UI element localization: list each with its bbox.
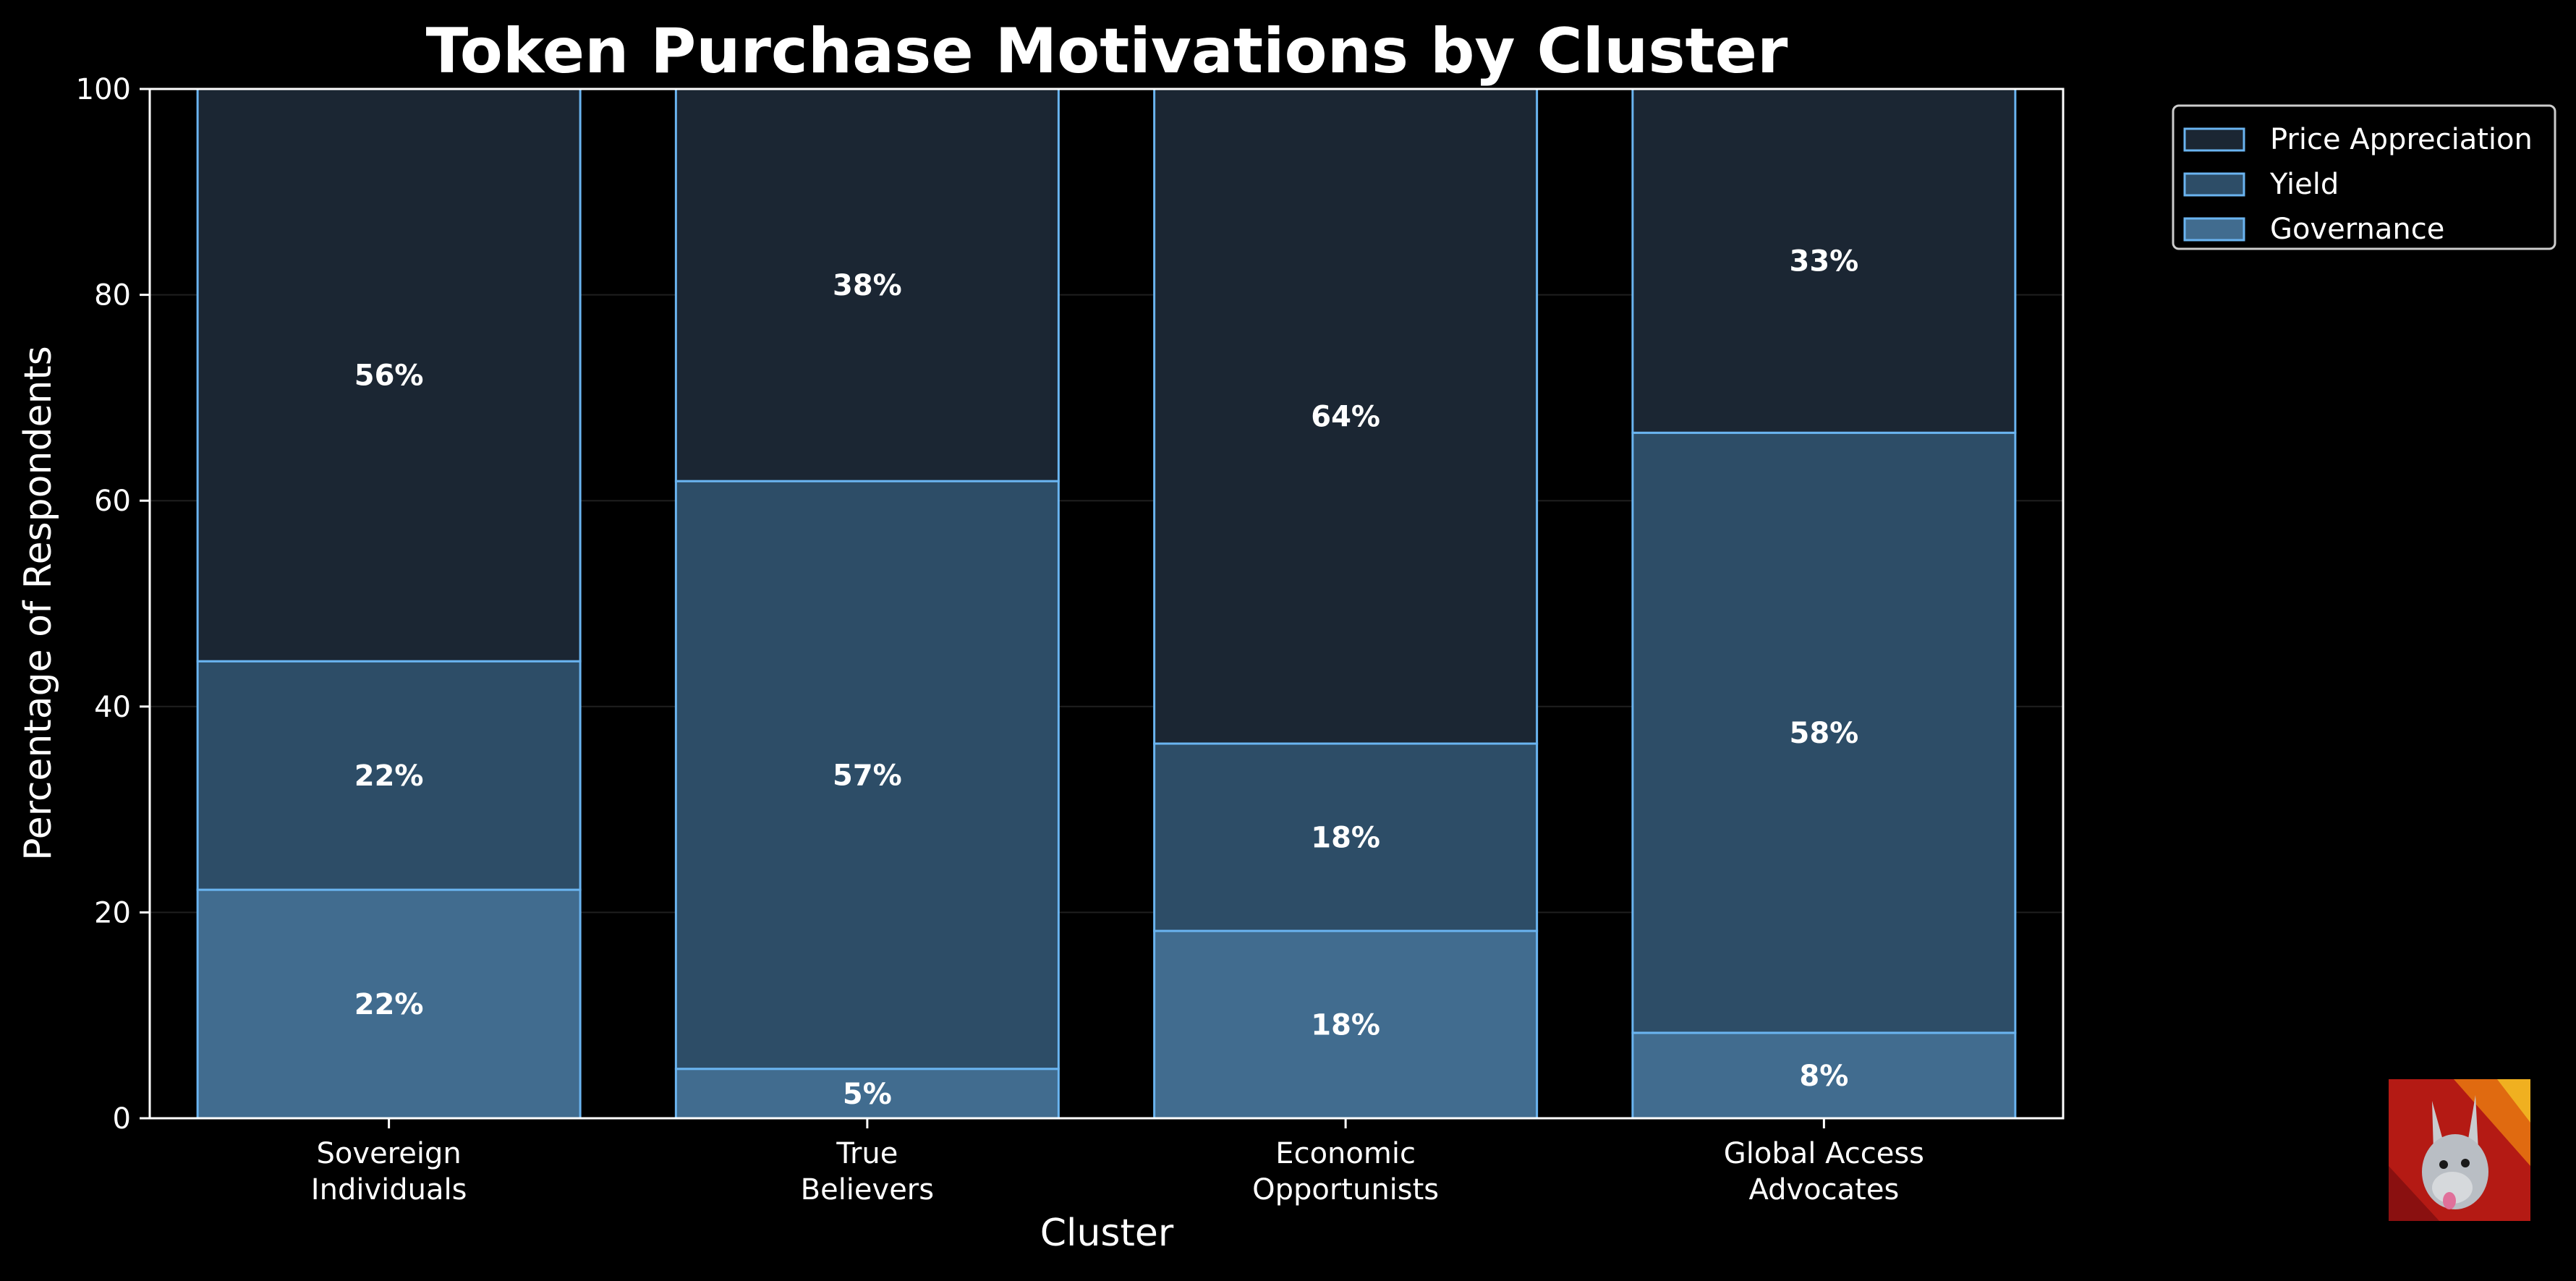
data-label-yield-1: 57% <box>833 759 902 792</box>
data-label-price-appreciation-1: 38% <box>833 269 902 302</box>
bar-yield-2 <box>1153 742 1539 932</box>
data-label-governance-1: 5% <box>843 1078 892 1111</box>
bar-yield-0 <box>196 660 582 891</box>
bar-yield-1 <box>674 480 1060 1071</box>
y-tick-label-3: 60 <box>94 485 131 518</box>
y-tick-label-4: 80 <box>94 279 131 312</box>
bar-price-appreciation-3 <box>1631 88 2017 434</box>
legend-swatch-governance <box>2183 217 2245 242</box>
data-label-price-appreciation-2: 64% <box>1311 401 1380 434</box>
chart-title: Token Purchase Motivations by Cluster <box>426 15 1788 88</box>
legend-swatch-yield <box>2183 172 2245 197</box>
data-label-yield-0: 22% <box>354 759 424 793</box>
bar-price-appreciation-1 <box>674 88 1060 482</box>
x-tick-label-3: Global Access Advocates <box>1724 1137 1924 1206</box>
y-tick-label-0: 0 <box>113 1102 131 1136</box>
data-label-governance-3: 8% <box>1799 1060 1848 1093</box>
x-tick-label-1: True Believers <box>801 1137 934 1206</box>
llama-mascot-logo <box>2389 1079 2530 1221</box>
bar-governance-2 <box>1153 929 1539 1120</box>
legend-swatch-price-appreciation <box>2183 127 2245 152</box>
y-axis-label: Percentage of Respondents <box>17 346 60 861</box>
y-tick-label-5: 100 <box>76 73 131 106</box>
bar-yield-3 <box>1631 431 2017 1034</box>
data-label-yield-3: 58% <box>1790 717 1859 750</box>
y-tick-label-2: 40 <box>94 691 131 724</box>
data-label-governance-0: 22% <box>354 988 424 1021</box>
plot-area-frame <box>148 88 2065 1120</box>
bar-governance-0 <box>196 888 582 1120</box>
legend-label-governance: Governance <box>2270 213 2444 246</box>
bar-price-appreciation-0 <box>196 88 582 663</box>
data-label-yield-2: 18% <box>1311 822 1380 855</box>
x-axis-label: Cluster <box>1040 1212 1174 1255</box>
data-label-governance-2: 18% <box>1311 1009 1380 1042</box>
legend-label-price-appreciation: Price Appreciation <box>2270 123 2533 156</box>
data-label-price-appreciation-0: 56% <box>354 359 424 393</box>
data-label-price-appreciation-3: 33% <box>1790 245 1859 278</box>
x-tick-label-0: Sovereign Individuals <box>311 1137 467 1206</box>
legend-label-yield: Yield <box>2269 168 2339 201</box>
legend: Price Appreciation Yield Governance <box>2172 104 2556 250</box>
y-tick-label-1: 20 <box>94 896 131 929</box>
legend-frame <box>2172 104 2556 250</box>
x-tick-label-2: Economic Opportunists <box>1252 1137 1439 1206</box>
